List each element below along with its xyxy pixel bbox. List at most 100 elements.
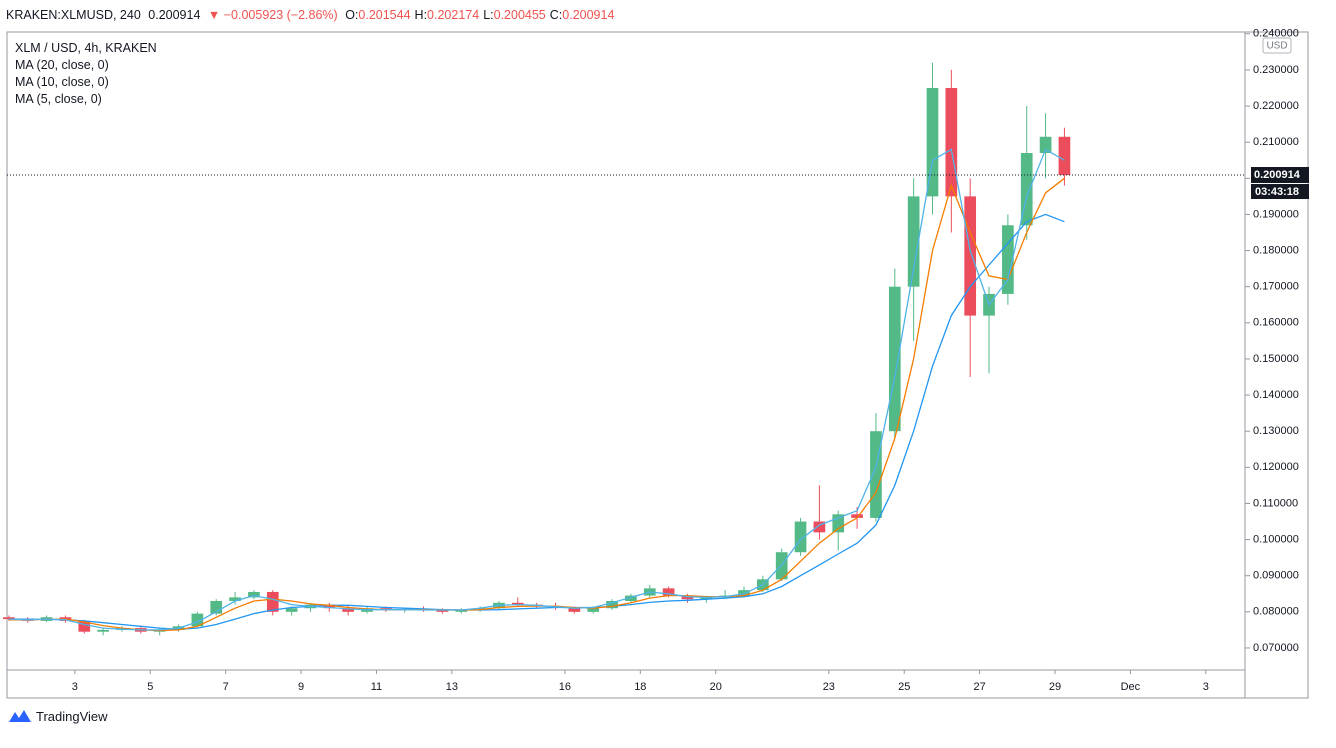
last-price-box — [1251, 167, 1309, 184]
y-tick-label: 0.120000 — [1253, 461, 1299, 473]
y-tick-label: 0.100000 — [1253, 533, 1299, 545]
ohlc-value: 0.201544 — [358, 8, 411, 22]
y-tick-label: 0.160000 — [1253, 317, 1299, 329]
ohlc: O:0.201544 H:0.202174 L:0.200455 C:0.200914 — [345, 8, 618, 22]
x-tick-label: 7 — [223, 681, 229, 693]
x-tick-label: 11 — [371, 681, 382, 693]
x-tick-label: 25 — [898, 681, 910, 693]
candle-body — [530, 604, 543, 607]
ma-line — [8, 148, 1065, 631]
x-tick-label: 23 — [823, 681, 835, 693]
currency: USD — [1266, 41, 1287, 52]
x-tick-label: 27 — [973, 681, 985, 693]
candle-body — [59, 617, 72, 621]
candle-body — [926, 87, 939, 197]
candle-body — [851, 514, 863, 518]
x-tick-label: Dec — [1121, 681, 1141, 693]
candle-body — [832, 514, 845, 533]
brand-logo — [9, 710, 31, 722]
y-tick-label: 0.230000 — [1253, 64, 1299, 76]
candle-body — [285, 608, 298, 612]
countdown: 03:43:18 — [1255, 186, 1299, 198]
candle-body — [870, 431, 882, 518]
ohlc-value: 0.200455 — [493, 8, 546, 22]
symbol: KRAKEN:XLMUSD, 240 — [6, 8, 141, 22]
candle-body — [1039, 136, 1052, 154]
ohlc-label: H: — [414, 8, 428, 22]
candle-body — [323, 604, 336, 609]
currency-box — [1262, 37, 1292, 54]
ohlc-label: L: — [483, 8, 494, 22]
last-price-label: 0.200914 — [1254, 169, 1301, 181]
candle-body — [794, 521, 807, 553]
candle-body — [304, 604, 317, 609]
x-tick-label: 5 — [147, 681, 153, 693]
candle-body — [775, 552, 788, 580]
ohlc-value: 0.200914 — [562, 8, 615, 22]
y-tick-label: 0.180000 — [1253, 244, 1299, 256]
candle-body — [1058, 136, 1071, 176]
y-tick-label: 0.220000 — [1253, 100, 1299, 112]
candle-body — [229, 597, 241, 601]
y-tick-label: 0.170000 — [1253, 281, 1299, 293]
x-tick-label: 20 — [710, 681, 722, 693]
x-tick-label: 13 — [446, 681, 458, 693]
ohlc-label: C: — [549, 8, 563, 22]
ma-line — [8, 213, 1065, 630]
candle-body — [757, 579, 769, 591]
ohlc-value: 0.202174 — [427, 8, 480, 22]
legend-entry: MA (5, close, 0) — [15, 92, 102, 106]
legend-entry: MA (20, close, 0) — [15, 58, 109, 72]
change: ▼ −0.005923 (−2.86%) — [207, 8, 338, 22]
candle-body — [266, 591, 279, 612]
candle-body — [643, 588, 656, 596]
legend-title: XLM / USD, 4h, KRAKEN — [15, 41, 157, 55]
candle-body — [813, 521, 826, 533]
brand-name: TradingView — [36, 708, 108, 724]
candle-body — [662, 588, 675, 596]
candle-body — [606, 600, 618, 609]
candle-body — [1020, 153, 1033, 226]
candle-body — [511, 602, 524, 605]
brand[interactable]: TradingView — [8, 708, 108, 724]
x-tick-label: 3 — [1203, 681, 1209, 693]
y-tick-label: 0.080000 — [1253, 606, 1299, 618]
y-tick-label: 0.130000 — [1253, 425, 1299, 437]
x-tick-label: 3 — [72, 681, 78, 693]
candle-body — [172, 626, 185, 630]
legend-entry: MA (10, close, 0) — [15, 75, 109, 89]
y-tick-label: 0.200000 — [1253, 172, 1299, 184]
candle-body — [455, 610, 468, 612]
candle-body — [3, 617, 15, 620]
candle-body — [945, 87, 958, 197]
candle-body — [210, 600, 223, 614]
candle-body — [549, 606, 562, 608]
candle-body — [380, 608, 392, 611]
candle-body — [134, 628, 147, 632]
candle-body — [40, 617, 53, 621]
ma-line — [8, 177, 1065, 632]
candle-body — [625, 595, 637, 601]
y-tick-label: 0.070000 — [1253, 642, 1299, 654]
candle-body — [1002, 225, 1014, 294]
x-tick-label: 18 — [634, 681, 646, 693]
y-tick-label: 0.110000 — [1253, 497, 1298, 509]
legend: XLM / USD, 4h, KRAKEN MA (20, close, 0) … — [15, 40, 157, 108]
candle-body — [719, 595, 731, 598]
candle-body — [191, 613, 204, 627]
candle-body — [21, 619, 34, 621]
candle-body — [436, 610, 449, 612]
y-tick-label: 0.090000 — [1253, 570, 1299, 582]
candle-body — [587, 608, 600, 612]
candle-body — [116, 628, 128, 630]
candle-body — [983, 293, 995, 316]
x-tick-label: 16 — [559, 681, 571, 693]
candle-body — [474, 608, 486, 611]
candle-body — [493, 602, 505, 609]
y-tick-label: 0.140000 — [1253, 389, 1299, 401]
candle-body — [700, 597, 713, 600]
price: 0.200914 — [148, 8, 201, 22]
countdown-box — [1251, 184, 1309, 200]
